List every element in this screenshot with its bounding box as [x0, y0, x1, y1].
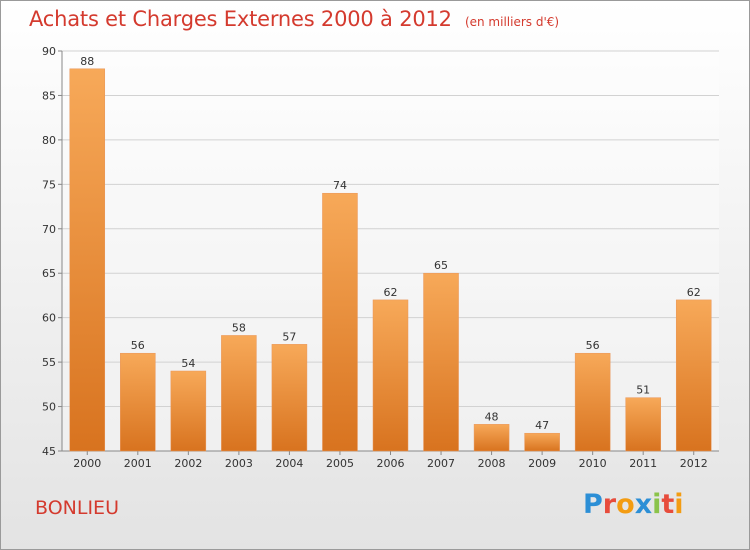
y-tick-label: 90 — [42, 45, 56, 58]
x-tick-label-2007: 2007 — [427, 457, 455, 470]
x-tick-label-2000: 2000 — [73, 457, 101, 470]
logo-letter: x — [634, 489, 653, 520]
x-tick-label-2004: 2004 — [275, 457, 303, 470]
x-tick-label-2012: 2012 — [680, 457, 708, 470]
y-tick-label: 70 — [42, 223, 56, 236]
logo-letter: i — [674, 489, 684, 520]
bar-2000 — [69, 68, 106, 452]
bar-2003 — [221, 335, 257, 452]
logo-letter: t — [661, 489, 675, 520]
x-tick-label-2002: 2002 — [174, 457, 202, 470]
x-tick-label-2008: 2008 — [478, 457, 506, 470]
bar-2010 — [574, 352, 611, 452]
bar-layer — [69, 68, 712, 452]
data-label-2010: 56 — [586, 339, 600, 352]
logo-letter: P — [583, 489, 603, 520]
y-tick-label: 55 — [42, 356, 56, 369]
bar-2008 — [473, 424, 510, 452]
bar-2009 — [524, 432, 560, 452]
data-label-2009: 47 — [535, 419, 549, 432]
data-label-2012: 62 — [687, 286, 701, 299]
y-tick-label: 65 — [42, 267, 56, 280]
data-label-2001: 56 — [131, 339, 145, 352]
chart-subtitle: (en milliers d'€) — [464, 15, 560, 29]
chart-title: Achats et Charges Externes 2000 à 2012 — [29, 7, 452, 31]
bar-2002 — [170, 370, 207, 452]
chart-title-wrap: Achats et Charges Externes 2000 à 2012 (… — [29, 7, 559, 31]
x-tick-label-2011: 2011 — [629, 457, 657, 470]
logo-letter: i — [652, 489, 662, 520]
proxiti-logo[interactable]: Proxiti — [583, 489, 684, 520]
y-tick-label: 75 — [42, 178, 56, 191]
data-label-2007: 65 — [434, 259, 448, 272]
commune-name: BONLIEU — [35, 497, 119, 519]
bar-2012 — [675, 299, 712, 452]
y-tick-label: 45 — [42, 445, 56, 458]
data-label-2003: 58 — [232, 321, 246, 334]
data-label-2002: 54 — [181, 357, 195, 370]
data-label-2005: 74 — [333, 179, 347, 192]
bar-2011 — [625, 397, 661, 452]
data-label-2011: 51 — [636, 384, 650, 397]
y-tick-label: 85 — [42, 89, 56, 102]
y-tick-label: 60 — [42, 312, 56, 325]
data-label-2004: 57 — [282, 330, 296, 343]
data-label-2008: 48 — [485, 410, 499, 423]
y-tick-label: 80 — [42, 134, 56, 147]
x-tick-label-2010: 2010 — [579, 457, 607, 470]
logo-letter: r — [602, 489, 617, 520]
bar-2007 — [423, 272, 459, 452]
x-tick-label-2009: 2009 — [528, 457, 556, 470]
logo-letter: o — [616, 489, 635, 520]
data-label-2006: 62 — [384, 286, 398, 299]
label-layer: 88 56 54 58 57 74 62 65 48 47 56 51 62 — [80, 55, 700, 432]
bar-2004 — [271, 344, 308, 452]
bar-2006 — [372, 299, 409, 452]
x-tick-label-2006: 2006 — [377, 457, 405, 470]
data-label-2000: 88 — [80, 55, 94, 68]
bar-2001 — [120, 352, 156, 452]
y-tick-label: 50 — [42, 401, 56, 414]
x-tick-label-2005: 2005 — [326, 457, 354, 470]
x-tick-label-2003: 2003 — [225, 457, 253, 470]
x-tick-label-2001: 2001 — [124, 457, 152, 470]
bar-2005 — [322, 192, 358, 452]
